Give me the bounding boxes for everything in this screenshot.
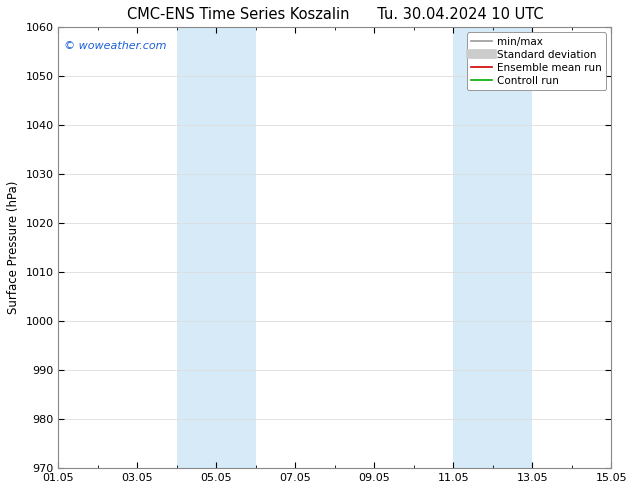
Y-axis label: Surface Pressure (hPa): Surface Pressure (hPa) — [7, 181, 20, 315]
Legend: min/max, Standard deviation, Ensemble mean run, Controll run: min/max, Standard deviation, Ensemble me… — [467, 32, 606, 90]
Title: CMC-ENS Time Series Koszalin      Tu. 30.04.2024 10 UTC: CMC-ENS Time Series Koszalin Tu. 30.04.2… — [127, 7, 543, 22]
Bar — [177, 27, 256, 468]
Bar — [453, 27, 533, 468]
Text: © woweather.com: © woweather.com — [64, 41, 167, 50]
